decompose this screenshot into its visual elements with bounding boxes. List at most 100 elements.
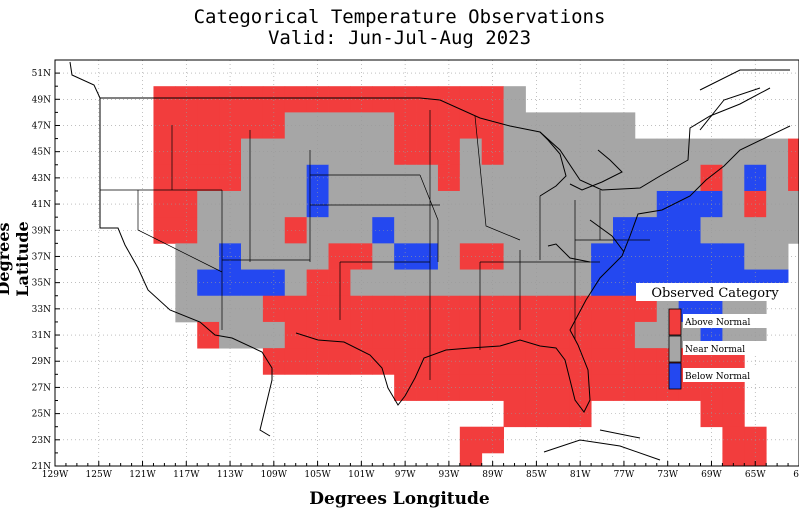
category-cell bbox=[459, 269, 483, 297]
legend-label: Below Normal bbox=[685, 372, 750, 382]
category-cell bbox=[350, 217, 373, 244]
category-cell bbox=[788, 190, 799, 218]
category-cell bbox=[459, 243, 483, 270]
x-tick-label: 125W bbox=[86, 470, 113, 480]
category-cell bbox=[547, 243, 570, 270]
legend: Observed Category Above Normal Near Normal… bbox=[636, 283, 796, 390]
category-cell bbox=[350, 112, 373, 139]
category-cell bbox=[262, 164, 286, 192]
legend-label-bg bbox=[683, 368, 773, 382]
category-cell bbox=[459, 321, 483, 349]
category-cell bbox=[459, 164, 483, 192]
category-cell bbox=[525, 374, 548, 401]
category-cell bbox=[262, 217, 286, 244]
category-cell bbox=[197, 243, 220, 270]
category-cell bbox=[241, 190, 264, 218]
legend-label-bg bbox=[683, 341, 773, 355]
category-cell bbox=[459, 138, 483, 166]
chart-title: Categorical Temperature Observations bbox=[193, 6, 606, 28]
category-cell bbox=[262, 295, 286, 323]
category-cell bbox=[591, 190, 614, 218]
category-cell bbox=[350, 86, 373, 113]
category-cell bbox=[678, 190, 701, 218]
category-cell bbox=[394, 374, 417, 401]
category-cell bbox=[306, 348, 329, 375]
category-cell bbox=[219, 86, 242, 113]
category-cell bbox=[241, 112, 264, 139]
category-cell bbox=[613, 138, 636, 166]
category-cell bbox=[481, 374, 504, 401]
category-cell bbox=[219, 112, 242, 139]
category-cell bbox=[394, 112, 417, 139]
category-cell bbox=[197, 190, 220, 218]
category-cell bbox=[547, 348, 570, 375]
legend-swatch bbox=[668, 335, 682, 363]
category-cell bbox=[722, 164, 745, 192]
category-cell bbox=[175, 269, 198, 297]
legend-label: Above Normal bbox=[684, 318, 750, 328]
category-cell bbox=[503, 217, 526, 244]
category-cell bbox=[547, 400, 570, 428]
category-cell bbox=[547, 217, 570, 244]
category-cell bbox=[197, 112, 220, 139]
x-tick-label: 65W bbox=[745, 470, 766, 480]
category-cell bbox=[591, 348, 614, 375]
category-cell bbox=[481, 112, 504, 139]
y-tick-label: 27N bbox=[32, 383, 51, 393]
category-cell bbox=[394, 164, 417, 192]
category-cell bbox=[306, 112, 329, 139]
category-cell bbox=[306, 295, 329, 323]
category-cell bbox=[503, 321, 526, 349]
category-cell bbox=[613, 164, 636, 192]
y-tick-label: 29N bbox=[32, 357, 51, 367]
category-cell bbox=[219, 269, 242, 297]
category-cell bbox=[634, 374, 658, 401]
y-tick-label: 33N bbox=[32, 305, 51, 315]
category-cell bbox=[569, 348, 592, 375]
category-cell bbox=[634, 348, 658, 375]
category-cell bbox=[525, 400, 548, 428]
category-cell bbox=[525, 164, 548, 192]
category-cell bbox=[306, 217, 329, 244]
category-cell bbox=[788, 138, 799, 166]
category-cell bbox=[153, 217, 176, 244]
category-cell bbox=[722, 452, 745, 466]
category-cell bbox=[175, 138, 198, 166]
category-cell bbox=[394, 269, 417, 297]
category-cell bbox=[350, 321, 373, 349]
category-cell bbox=[503, 138, 526, 166]
category-cell bbox=[503, 86, 526, 113]
category-cell bbox=[591, 112, 614, 139]
category-cell bbox=[175, 112, 198, 139]
category-cell bbox=[481, 217, 504, 244]
y-tick-label: 39N bbox=[32, 226, 51, 236]
category-cell bbox=[481, 164, 504, 192]
category-cell bbox=[591, 164, 614, 192]
y-tick-label: 43N bbox=[32, 174, 51, 184]
us-outline bbox=[69, 61, 791, 461]
category-cell bbox=[394, 348, 417, 375]
x-tick-label: 109W bbox=[261, 470, 288, 480]
x-tick-label: 97W bbox=[395, 470, 416, 480]
category-cell bbox=[197, 295, 220, 323]
category-cell bbox=[591, 217, 614, 244]
category-cell bbox=[634, 190, 658, 218]
category-cell bbox=[613, 295, 636, 323]
category-cell bbox=[241, 217, 264, 244]
category-cell bbox=[262, 112, 286, 139]
category-cell bbox=[766, 190, 789, 218]
category-cell bbox=[678, 164, 701, 192]
category-cell bbox=[350, 295, 373, 323]
category-cell bbox=[722, 217, 745, 244]
category-cell bbox=[503, 374, 526, 401]
category-cell bbox=[219, 217, 242, 244]
category-cell bbox=[219, 295, 242, 323]
category-cell bbox=[525, 348, 548, 375]
state-borders bbox=[100, 110, 650, 380]
category-cell bbox=[788, 164, 799, 192]
category-cell bbox=[503, 190, 526, 218]
category-cell bbox=[459, 452, 483, 466]
lat-lon-gridlines bbox=[55, 60, 799, 466]
x-tick-label: 129W bbox=[42, 470, 69, 480]
category-cell bbox=[306, 269, 329, 297]
